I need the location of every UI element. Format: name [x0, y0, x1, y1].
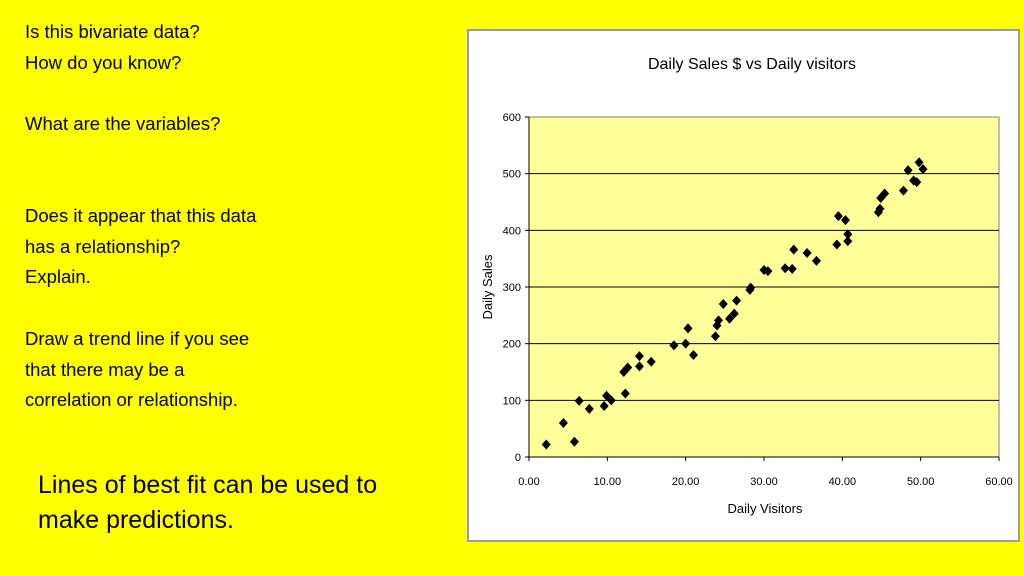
data-point — [574, 395, 584, 406]
data-point — [718, 299, 728, 309]
data-point — [833, 211, 843, 222]
question-line: What are the variables? — [25, 113, 221, 134]
data-point — [843, 236, 853, 247]
data-point — [558, 418, 568, 428]
data-point — [623, 362, 633, 373]
question-relationship: Does it appear that this data has a rela… — [25, 201, 256, 293]
data-point — [681, 338, 691, 349]
question-line: has a relationship? — [25, 235, 181, 257]
footer-line: make predictions. — [38, 506, 234, 534]
data-point — [909, 175, 919, 186]
x-tick-label: 50.00 — [907, 476, 935, 488]
y-tick-label: 600 — [503, 112, 521, 124]
data-point — [746, 282, 756, 293]
x-tick-label: 40.00 — [829, 476, 857, 488]
data-point — [541, 439, 551, 450]
data-point — [584, 403, 594, 414]
data-point — [710, 331, 720, 342]
question-line: Explain. — [25, 266, 91, 287]
data-point — [599, 401, 609, 411]
data-point — [918, 164, 928, 175]
data-point — [634, 351, 644, 362]
chart-svg: Daily Sales $ vs Daily visitors 0 100 200 3… — [480, 56, 1013, 516]
x-tick-label: 60.00 — [985, 476, 1013, 488]
question-variables: What are the variables? — [25, 109, 220, 140]
y-tick-label: 500 — [503, 169, 521, 181]
question-line: Does it appear that this data — [25, 205, 257, 226]
scatter-chart: Daily Sales $ vs Daily visitors 0 100 200 3… — [467, 29, 1020, 542]
data-point — [714, 315, 724, 326]
data-point — [732, 295, 742, 306]
x-tick-label: 0.00 — [518, 476, 539, 488]
data-point — [646, 356, 656, 367]
data-point — [683, 323, 693, 334]
data-point — [832, 239, 842, 250]
footer-line: Lines of best fit can be used to — [38, 471, 378, 499]
data-point — [787, 263, 797, 274]
best-fit-note: Lines of best fit can be used to make pr… — [38, 468, 377, 538]
data-point — [898, 185, 908, 196]
question-line: correlation or relationship. — [25, 389, 238, 410]
data-point — [873, 207, 883, 218]
data-point — [880, 188, 890, 199]
plot-area: 0 100 200 300 400 500 600 0.00 10.00 20.00 30.00 40… — [503, 112, 1013, 488]
data-point — [725, 313, 735, 324]
data-point — [569, 436, 579, 447]
data-point — [634, 361, 644, 372]
data-point — [620, 388, 630, 399]
y-tick-label: 0 — [515, 452, 521, 464]
y-axis-label: Daily Sales — [480, 254, 495, 320]
data-point — [802, 248, 812, 258]
y-tick-label: 100 — [503, 395, 521, 407]
x-axis-label: Daily Visitors — [728, 501, 803, 516]
question-bivariate: Is this bivariate data? How do you know? — [25, 17, 200, 78]
y-tick-label: 300 — [503, 282, 521, 294]
data-point — [811, 255, 821, 266]
question-line: that there may be a — [25, 358, 185, 380]
data-point — [763, 266, 773, 277]
data-point — [843, 229, 853, 240]
x-tick-label: 20.00 — [672, 476, 700, 488]
data-point — [903, 165, 913, 176]
chart-title: Daily Sales $ vs Daily visitors — [648, 56, 856, 73]
data-point — [780, 263, 790, 274]
data-point — [729, 308, 739, 319]
y-tick-label: 400 — [503, 225, 521, 237]
x-tick-label: 10.00 — [594, 476, 622, 488]
data-point — [875, 203, 885, 214]
data-point — [789, 244, 799, 255]
data-point — [912, 177, 922, 188]
data-point — [840, 215, 850, 226]
question-line: How do you know? — [25, 51, 182, 73]
data-point — [669, 340, 679, 351]
y-tick-label: 200 — [503, 339, 521, 351]
question-line: Is this bivariate data? — [25, 21, 200, 42]
x-tick-label: 30.00 — [750, 476, 778, 488]
data-point — [689, 350, 698, 360]
question-trend-line: Draw a trend line if you see that there … — [25, 324, 249, 416]
question-line: Draw a trend line if you see — [25, 328, 250, 349]
data-point — [914, 157, 924, 168]
data-point — [606, 395, 616, 406]
